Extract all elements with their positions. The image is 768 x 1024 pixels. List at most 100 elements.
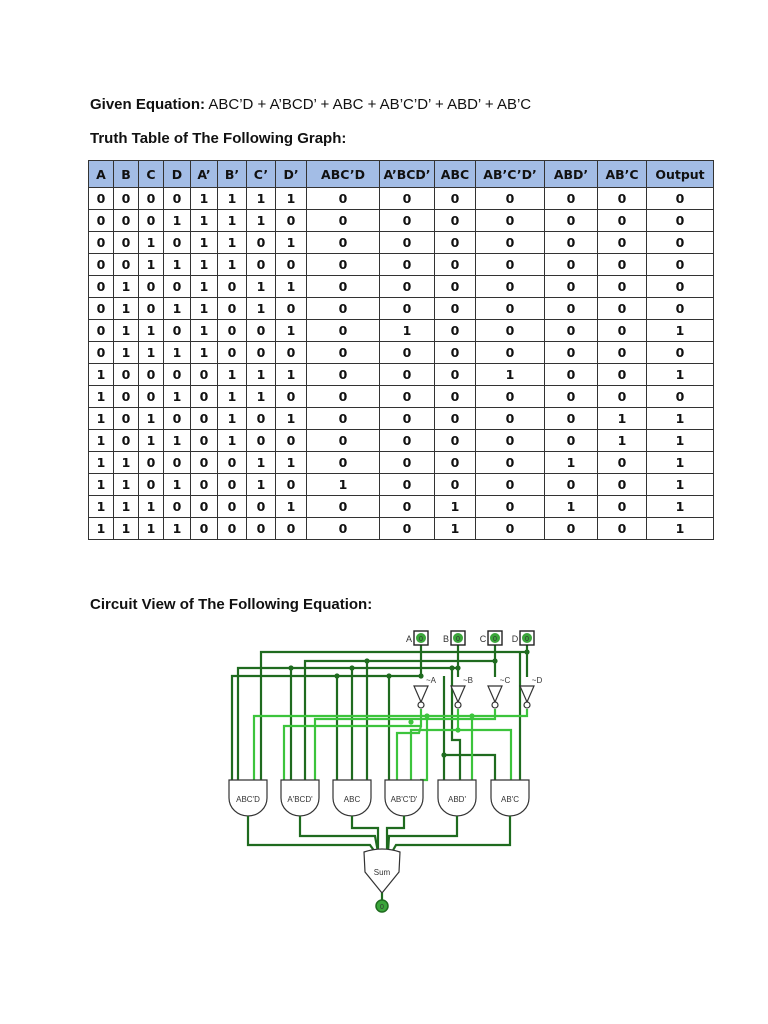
wire [395, 725, 423, 780]
and-gate [437, 779, 477, 817]
column-header: ABC [434, 160, 476, 188]
wire [450, 668, 462, 780]
column-header: ABD’ [544, 160, 598, 188]
table-cell: 0 [597, 517, 647, 540]
input-value: 0 [493, 636, 497, 643]
truth-table: A B C D A’ B’ C’ D’ ABC’D A’BCD’ ABC AB’C’D’ ABD’ AB’… [88, 160, 714, 540]
and-gate [384, 779, 424, 817]
table-cell: 0 [217, 517, 247, 540]
not-gate-icon [450, 685, 466, 704]
and-gate-label: ABC [344, 795, 361, 804]
not-label: ~D [532, 676, 543, 685]
column-header: AB’C’D’ [475, 160, 545, 188]
and-gate-label: ABC'D [236, 795, 260, 804]
input-value: 0 [525, 636, 529, 643]
column-header: Output [646, 160, 714, 188]
and-gate [332, 779, 372, 817]
table-cell: 1 [646, 517, 714, 540]
table-cell: 0 [646, 253, 714, 276]
table-cell: 1 [88, 517, 114, 540]
or-gate-label: Sum [374, 868, 391, 877]
not-label: ~B [463, 676, 473, 685]
and-gate [228, 779, 268, 817]
not-bubble-icon [454, 701, 462, 709]
column-header: AB’C [597, 160, 647, 188]
wire [298, 816, 380, 853]
column-header: B’ [217, 160, 247, 188]
input-toggle-icon [453, 633, 463, 643]
output-value: 0 [380, 904, 384, 911]
column-header: C [138, 160, 164, 188]
wire-junction [469, 713, 475, 719]
wire [236, 666, 458, 780]
not-gate-icon [519, 685, 535, 704]
not-gate-icon [487, 685, 503, 704]
and-gate-label: AB'C [501, 795, 519, 804]
wire [350, 816, 380, 850]
wire [409, 709, 460, 780]
not-gate-icon [413, 685, 429, 704]
wire [313, 709, 497, 780]
wire-junction [424, 713, 430, 719]
wire [259, 650, 527, 780]
wire [282, 709, 423, 780]
input-toggle-icon [522, 633, 532, 643]
wire [391, 816, 512, 853]
table-cell: 1 [163, 517, 191, 540]
column-header: A [88, 160, 114, 188]
input-label: B [443, 634, 449, 644]
not-bubble-icon [523, 701, 531, 709]
equation-label: Given Equation: [90, 96, 206, 113]
column-header: A’ [190, 160, 218, 188]
wire-junction [408, 719, 414, 725]
input-label: C [480, 634, 487, 644]
input-value: 0 [456, 636, 460, 643]
output-led-icon [375, 899, 389, 913]
truth-table-title: Truth Table of The Following Graph: [90, 130, 347, 147]
not-label: ~C [500, 676, 511, 685]
not-bubble-icon [491, 701, 499, 709]
input-toggle-icon [490, 633, 500, 643]
and-gate-label: ABD' [448, 795, 466, 804]
column-header: D [163, 160, 191, 188]
circuit-title: Circuit View of The Following Equation: [90, 596, 373, 613]
and-gate-label: AB'C'D' [391, 795, 418, 804]
wire [230, 674, 421, 780]
wire [386, 816, 459, 853]
column-header: D’ [275, 160, 307, 188]
given-equation: Given Equation: ABC’D + A’BCD’ + ABC + A… [90, 96, 531, 113]
wire [458, 728, 513, 780]
wire [252, 709, 529, 780]
not-label: ~A [426, 676, 437, 685]
wire [303, 659, 495, 780]
or-gate [363, 848, 401, 894]
not-bubble-icon [417, 701, 425, 709]
input-label: D [512, 634, 519, 644]
wire [246, 816, 376, 853]
wire-junction [418, 673, 424, 679]
wire-junction [524, 649, 530, 655]
and-gate [490, 779, 530, 817]
and-gate [280, 779, 320, 817]
wire-junction [455, 665, 461, 671]
input-toggle-icon [416, 633, 426, 643]
wire-junction [449, 665, 455, 671]
and-gate-label: A'BCD' [287, 795, 313, 804]
wire-junction [492, 658, 498, 664]
input-value: 0 [419, 636, 423, 643]
